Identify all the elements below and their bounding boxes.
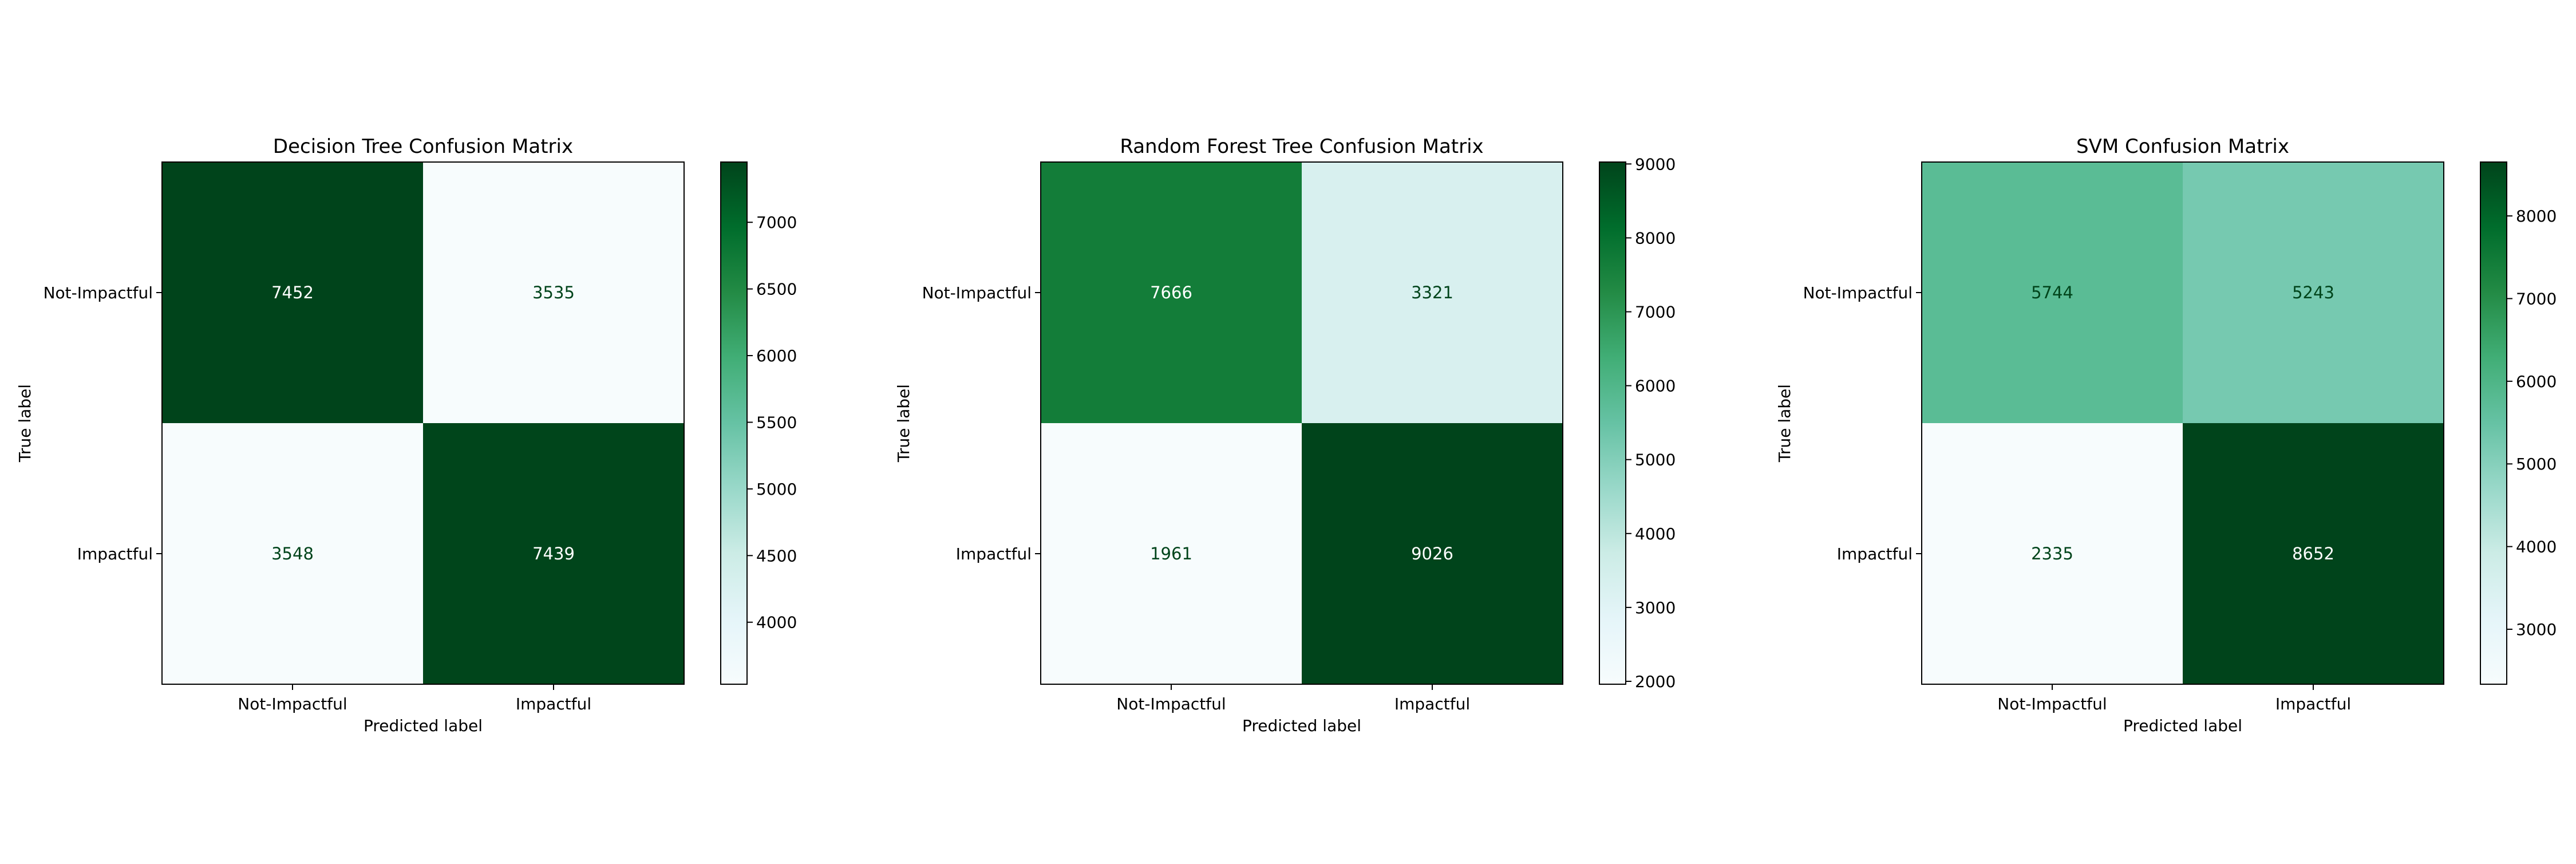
colorbar-tick-label: 6500 [756,280,797,299]
colorbar [721,162,747,684]
y-tick-label: Not-Impactful [44,283,153,302]
y-axis-label: True label [1775,384,1794,463]
x-axis-label: Predicted label [1242,716,1361,735]
colorbar-tick-label: 4500 [756,546,797,565]
cell-value-label: 2335 [2031,544,2073,563]
colorbar-tick-label: 4000 [1635,524,1676,543]
axes-frame [161,161,685,685]
cell-value-label: 3535 [532,283,575,302]
matrix-cell [1922,162,2183,423]
y-tick-label: Not-Impactful [1803,283,1913,302]
x-tick-label: Impactful [2275,695,2351,713]
colorbar-tick-label: 6000 [2516,372,2557,391]
x-tick-label: Impactful [516,695,591,713]
cell-value-label: 5243 [2292,283,2334,302]
x-tick-label: Impactful [1394,695,1470,713]
matrix-cell [1302,423,1563,684]
colorbar-tick-label: 2000 [1635,672,1676,691]
colorbar-frame [720,161,748,685]
y-axis-label: True label [15,384,34,463]
colorbar-tick-label: 8000 [2516,207,2557,226]
matrix-cell [423,423,684,684]
colorbar-tick-label: 6000 [1635,377,1676,396]
matrix-cell [1041,162,1302,423]
confusion-matrix-panel-3: SVM Confusion Matrix 5744 5243 2335 8652 Not-… [1775,135,2557,735]
matrix-cell [1041,423,1302,684]
x-tick-label: Not-Impactful [1116,695,1226,713]
cell-value-label: 3321 [1411,283,1453,302]
colorbar-tick-label: 5000 [1635,451,1676,470]
colorbar-tick-label: 3000 [2516,620,2557,639]
matrix-cell [423,162,684,423]
colorbar-tick-label: 3000 [1635,598,1676,617]
matrix-cell [1922,423,2183,684]
colorbar-tick-label: 5000 [2516,455,2557,474]
y-tick-label: Not-Impactful [922,283,1032,302]
colorbar [1599,162,1626,684]
colorbar-tick-label: 7000 [2516,290,2557,309]
colorbar-tick-label: 7000 [1635,303,1676,322]
colorbar-tick-label: 5500 [756,413,797,432]
matrix-cell [2183,162,2444,423]
colorbar-tick-label: 4000 [2516,538,2557,557]
panel-title: SVM Confusion Matrix [2076,135,2289,158]
colorbar-tick-label: 8000 [1635,228,1676,247]
x-tick-label: Not-Impactful [1997,695,2107,713]
x-axis-label: Predicted label [2123,716,2242,735]
cell-value-label: 7439 [532,544,575,563]
cell-value-label: 7666 [1150,283,1192,302]
x-axis-label: Predicted label [364,716,483,735]
cell-value-label: 5744 [2031,283,2073,302]
y-tick-label: Impactful [956,545,1032,563]
matrix-cell [2183,423,2444,684]
confusion-matrix-panel-1: Decision Tree Confusion Matrix 7452 3535 35… [15,135,797,735]
colorbar-tick-label: 6000 [756,346,797,365]
panel-title: Decision Tree Confusion Matrix [273,135,573,158]
cell-value-label: 7452 [271,283,314,302]
colorbar-frame [1599,161,1626,685]
matrix-cell [162,423,423,684]
axes-frame [1040,161,1563,685]
y-tick-label: Impactful [77,545,153,563]
y-axis-label: True label [894,384,913,463]
colorbar-tick-label: 5000 [756,480,797,499]
confusion-matrix-panel-2: Random Forest Tree Confusion Matrix 7666 3… [894,135,1676,735]
matrix-cell [162,162,423,423]
x-tick-label: Not-Impactful [238,695,347,713]
colorbar-tick-label: 7000 [756,213,797,232]
y-tick-label: Impactful [1837,545,1913,563]
axes-frame [1921,161,2444,685]
cell-value-label: 1961 [1150,544,1192,563]
panel-title: Random Forest Tree Confusion Matrix [1120,135,1483,158]
cell-value-label: 8652 [2292,544,2334,563]
colorbar-frame [2480,161,2507,685]
colorbar-tick-label: 4000 [756,613,797,632]
colorbar [2480,162,2507,684]
colorbar-tick-label: 9000 [1635,155,1676,173]
cell-value-label: 9026 [1411,544,1453,563]
matrix-cell [1302,162,1563,423]
cell-value-label: 3548 [271,544,314,563]
